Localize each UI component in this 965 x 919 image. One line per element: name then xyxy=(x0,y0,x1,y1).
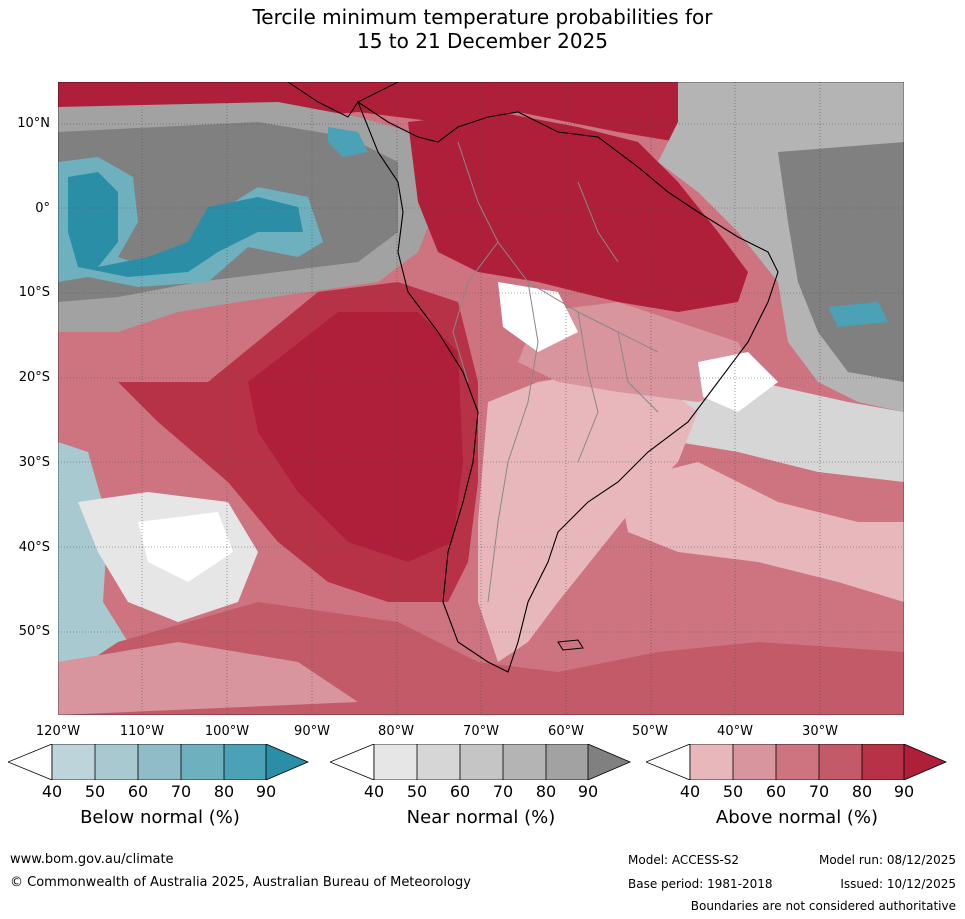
colorbar-near-tick: 90 xyxy=(577,782,599,801)
colorbar-near-tick: 70 xyxy=(492,782,514,801)
colorbar-near-title: Near normal (%) xyxy=(406,807,556,828)
colorbar-below-tick: 50 xyxy=(84,782,106,801)
probability-map xyxy=(58,82,904,715)
colorbar-above-swatch-0 xyxy=(690,744,733,780)
colorbar-below-swatch-2 xyxy=(138,744,181,780)
falkland-islands xyxy=(557,639,584,651)
region-continent-pink xyxy=(478,372,698,662)
south-america-coastline xyxy=(356,100,779,673)
lon-label-90w: 90°W xyxy=(294,724,330,739)
issued-text: Issued: 10/12/2025 xyxy=(840,877,956,891)
colorbar-near-swatch-0 xyxy=(374,744,417,780)
colorbar-below-tick: 90 xyxy=(255,782,277,801)
lon-label-70w: 70°W xyxy=(463,724,499,739)
region-atlantic-blue xyxy=(828,302,888,327)
colorbar-above xyxy=(646,744,948,780)
colorbar-below-swatch-1 xyxy=(95,744,138,780)
colorbar-near-swatch-3 xyxy=(503,744,546,780)
lat-label-0: 0° xyxy=(35,201,50,216)
lon-label-50w: 50°W xyxy=(632,724,668,739)
chart-title: Tercile minimum temperature probabilitie… xyxy=(0,5,965,53)
region-equatorial-darkblue xyxy=(68,172,303,277)
colorbar-below-swatch-0 xyxy=(52,744,95,780)
colorbar-above-low-arrow xyxy=(646,744,691,780)
central-america-coastline xyxy=(287,82,399,118)
colorbar-near-tick: 60 xyxy=(449,782,471,801)
lat-label-10s: 10°S xyxy=(18,285,50,300)
colorbar-above-tick: 70 xyxy=(808,782,830,801)
lon-label-60w: 60°W xyxy=(548,724,584,739)
region-southwest-blue xyxy=(58,442,128,692)
region-satlantic-pink xyxy=(618,462,904,602)
base-period-text: Base period: 1981-2018 xyxy=(628,877,773,891)
colorbar-near-tick: 80 xyxy=(535,782,557,801)
colorbar-above-tick: 40 xyxy=(679,782,701,801)
colorbar-near xyxy=(330,744,632,780)
title-line-1: Tercile minimum temperature probabilitie… xyxy=(252,5,713,29)
region-blue-small xyxy=(328,127,368,157)
lat-label-20s: 20°S xyxy=(18,370,50,385)
colorbar-near-swatch-4 xyxy=(546,744,588,780)
colorbar-above-tick: 90 xyxy=(893,782,915,801)
lat-label-40s: 40°S xyxy=(18,540,50,555)
lat-label-10n: 10°N xyxy=(17,116,50,131)
website-link[interactable]: www.bom.gov.au/climate xyxy=(10,852,174,867)
colorbar-below-swatch-3 xyxy=(181,744,224,780)
colorbar-near-high-arrow xyxy=(588,744,630,780)
colorbar-below-tick: 60 xyxy=(127,782,149,801)
colorbar-near-swatch-2 xyxy=(460,744,503,780)
graticule xyxy=(58,82,904,715)
title-line-2: 15 to 21 December 2025 xyxy=(356,29,608,53)
colorbar-near-tick: 50 xyxy=(406,782,428,801)
colorbar-below-swatch-4 xyxy=(224,744,266,780)
colorbar-above-swatch-3 xyxy=(819,744,862,780)
colorbar-below-title: Below normal (%) xyxy=(80,807,240,828)
colorbar-near-low-arrow xyxy=(330,744,375,780)
lon-label-110w: 110°W xyxy=(119,724,165,739)
colorbar-below xyxy=(8,744,310,780)
lon-label-120w: 120°W xyxy=(35,724,81,739)
lat-label-30s: 30°S xyxy=(18,455,50,470)
colorbar-below-high-arrow xyxy=(266,744,308,780)
lon-label-40w: 40°W xyxy=(717,724,753,739)
colorbar-below-tick: 40 xyxy=(41,782,63,801)
lon-label-100w: 100°W xyxy=(204,724,250,739)
model-text: Model: ACCESS-S2 xyxy=(628,853,740,867)
colorbar-below-tick: 80 xyxy=(213,782,235,801)
colorbar-above-swatch-2 xyxy=(776,744,819,780)
region-white-1 xyxy=(138,512,233,582)
region-sepacific-darkred xyxy=(248,312,463,562)
copyright-text: © Commonwealth of Australia 2025, Austra… xyxy=(10,875,471,890)
colorbar-near-tick: 40 xyxy=(363,782,385,801)
colorbar-above-swatch-1 xyxy=(733,744,776,780)
lon-label-30w: 30°W xyxy=(802,724,838,739)
model-run-text: Model run: 08/12/2025 xyxy=(818,853,956,867)
colorbar-above-high-arrow xyxy=(904,744,946,780)
colorbar-above-swatch-4 xyxy=(862,744,904,780)
colorbar-below-low-arrow xyxy=(8,744,53,780)
region-white-2 xyxy=(698,352,778,412)
colorbar-above-tick: 60 xyxy=(765,782,787,801)
colorbar-below-tick: 70 xyxy=(170,782,192,801)
colorbar-above-tick: 80 xyxy=(851,782,873,801)
region-south-pink xyxy=(58,642,358,715)
colorbar-near-swatch-1 xyxy=(417,744,460,780)
lon-label-80w: 80°W xyxy=(378,724,414,739)
lat-label-50s: 50°S xyxy=(18,624,50,639)
region-satlantic-grey xyxy=(658,382,904,482)
colorbar-above-title: Above normal (%) xyxy=(715,807,879,828)
region-amazon-red xyxy=(408,112,748,312)
disclaimer-text: Boundaries are not considered authoritat… xyxy=(690,899,956,913)
region-equatorial-blue xyxy=(58,157,323,287)
colorbar-above-tick: 50 xyxy=(722,782,744,801)
region-continent-mid xyxy=(518,302,758,402)
country-borders xyxy=(452,141,659,603)
